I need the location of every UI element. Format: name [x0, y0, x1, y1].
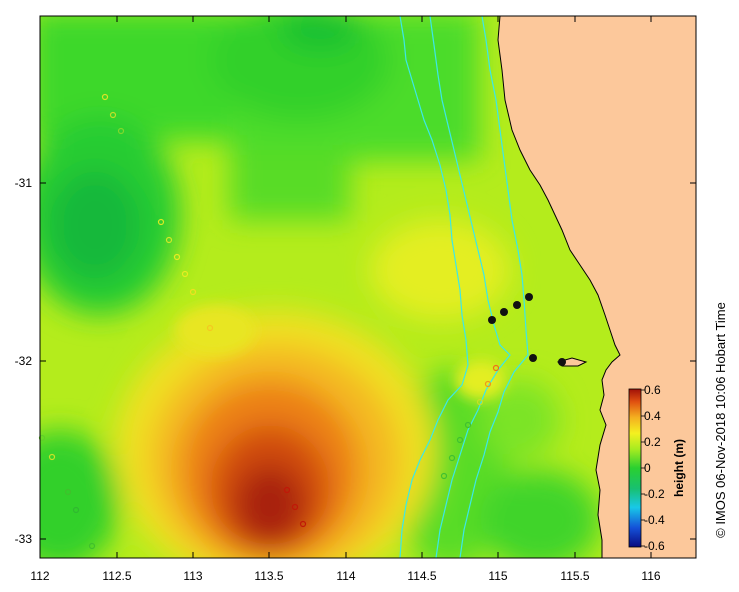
colorbar-tick-label: 0: [644, 461, 651, 475]
station-marker: [488, 316, 496, 324]
land-area: [497, 16, 696, 558]
station-marker: [513, 301, 521, 309]
x-tick-label: 114: [336, 569, 355, 583]
colorbar-scale: [628, 388, 642, 548]
colorbar-tick-label: -0.6: [644, 539, 665, 553]
track-point: [492, 364, 500, 372]
track-point: [173, 253, 181, 261]
colorbar-title: height (m): [672, 439, 686, 497]
axis-ticks: [39, 16, 696, 558]
track-point: [189, 288, 197, 296]
y-tick-labels: -31 -32 -33: [15, 176, 33, 546]
x-tick-label: 112: [30, 569, 49, 583]
x-tick-label: 112.5: [102, 569, 131, 583]
track-points: [38, 93, 500, 550]
x-tick-label: 114.5: [407, 569, 436, 583]
station-marker: [500, 308, 508, 316]
x-tick-label: 115.5: [560, 569, 589, 583]
track-point: [157, 218, 165, 226]
track-point: [464, 421, 472, 429]
x-tick-label: 115: [488, 569, 507, 583]
station-marker: [558, 358, 566, 366]
bathymetry-contours: [399, 16, 529, 558]
track-point: [117, 127, 125, 135]
station-marker: [529, 354, 537, 362]
track-point: [72, 506, 80, 514]
track-point: [476, 398, 484, 406]
track-point: [64, 488, 72, 496]
x-tick-label: 116: [641, 569, 660, 583]
track-point: [109, 111, 117, 119]
y-tick-label: -31: [15, 176, 33, 190]
colorbar-tick-label: 0.4: [644, 409, 661, 423]
plot-frame: [39, 15, 697, 559]
track-point: [101, 93, 109, 101]
track-point: [299, 520, 307, 528]
colorbar: 0.6 0.4 0.2 0 -0.2 -0.4 -0.6 height (m): [628, 383, 686, 553]
colorbar-tick-label: 0.2: [644, 435, 661, 449]
x-tick-label: 113: [183, 569, 202, 583]
colorbar-tick-label: 0.6: [644, 383, 661, 397]
y-tick-label: -33: [15, 532, 33, 546]
track-point: [291, 503, 299, 511]
track-point: [484, 380, 492, 388]
track-point: [181, 270, 189, 278]
x-tick-labels: 112 112.5 113 113.5 114 114.5 115 115.5 …: [30, 569, 660, 583]
credit-text: © IMOS 06-Nov-2018 10:06 Hobart Time: [713, 302, 728, 538]
colorbar-tick-label: -0.4: [644, 513, 665, 527]
track-point: [456, 436, 464, 444]
y-tick-label: -32: [15, 354, 33, 368]
x-tick-label: 113.5: [254, 569, 283, 583]
track-point: [206, 324, 214, 332]
track-point: [440, 472, 448, 480]
track-point: [48, 453, 56, 461]
track-point: [448, 454, 456, 462]
track-point: [283, 486, 291, 494]
track-point: [165, 236, 173, 244]
station-marker: [525, 293, 533, 301]
colorbar-tick-label: -0.2: [644, 487, 665, 501]
station-markers: [488, 293, 566, 366]
track-point: [88, 542, 96, 550]
